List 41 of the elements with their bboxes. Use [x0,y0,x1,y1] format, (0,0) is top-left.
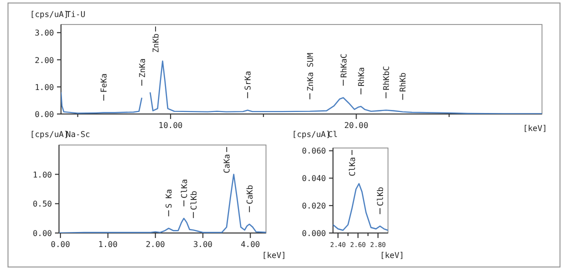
x-tick-label: 2.00 [146,240,166,249]
x-tick-label: 3.00 [193,240,213,249]
annotation: RhKaC [339,53,348,78]
annotation: CaKb [245,184,254,204]
y-tick-label: 0.00 [34,110,54,119]
annotation: CaKa [222,154,232,174]
x-tick-label: 20.00 [344,121,369,130]
annotation: RhKa [356,66,366,86]
chart-title: Na-Sc [66,130,90,139]
y-tick-label: 0.50 [32,200,52,209]
x-axis-title: [keV] [380,251,404,260]
annotation: RhKb [398,72,408,92]
annotation: RhKbC [382,66,391,90]
y-tick-label: 0.040 [302,174,326,184]
annotation: ClKa [180,178,189,198]
y-tick-label: 1.00 [34,82,54,92]
annotation: ZnKa [138,58,147,78]
y-tick-label: 2.00 [34,56,54,65]
annotation: S Ka [164,188,174,208]
x-axis-title: [keV] [262,251,286,260]
x-tick-label: 1.00 [98,240,118,249]
annotation: SrKa [244,70,253,90]
y-tick-label: 3.00 [34,28,54,38]
annotation: FeKa [100,73,109,93]
x-tick-label: 4.00 [240,240,260,249]
y-tick-label: 0.00 [32,229,52,238]
annotation: ZnKb [152,33,161,53]
y-tick-label: 0.020 [302,202,326,211]
annotation: ClKb [376,186,385,206]
x-tick-label: 10.00 [158,121,183,130]
chart-title: Cl [328,130,338,139]
y-tick-label: 1.00 [32,170,52,180]
annotation: ClKa [348,156,357,176]
y-tick-label: 0.060 [302,146,326,156]
annotation: ZnKa SUM [306,52,315,92]
y-tick-label: 0.000 [302,229,326,238]
chart-title: Ti-U [66,10,86,19]
annotation: ClKb [189,190,198,210]
line-series [333,183,388,231]
x-axis-title: [keV] [523,124,548,133]
x-tick-label: 0.00 [50,240,70,249]
